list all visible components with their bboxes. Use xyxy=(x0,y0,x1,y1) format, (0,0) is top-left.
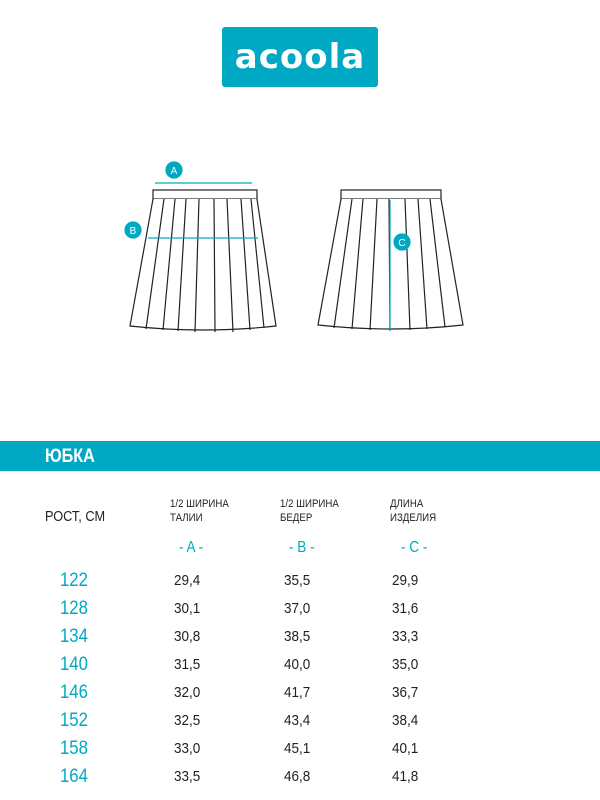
table-row: 134 30,8 38,5 33,3 xyxy=(0,626,600,654)
table-row: 164 33,5 46,8 41,8 xyxy=(0,766,600,794)
header-height: РОСТ, СМ xyxy=(45,508,106,525)
cell-c: 40,1 xyxy=(392,740,419,757)
cell-c: 29,9 xyxy=(392,572,419,589)
measure-c xyxy=(389,200,411,331)
section-title: ЮБКА xyxy=(45,446,95,467)
header-a: 1/2 ШИРИНА ТАЛИИ xyxy=(170,498,229,524)
cell-b: 41,7 xyxy=(284,684,311,701)
code-b: - B - xyxy=(289,539,315,556)
measure-b xyxy=(124,221,258,239)
table-row: 158 33,0 45,1 40,1 xyxy=(0,738,600,766)
cell-height: 164 xyxy=(60,766,88,787)
code-a: - A - xyxy=(179,539,204,556)
marker-c: C xyxy=(398,238,405,249)
cell-height: 140 xyxy=(60,654,88,675)
cell-c: 38,4 xyxy=(392,712,419,729)
marker-b: B xyxy=(130,226,137,237)
cell-a: 33,5 xyxy=(174,768,201,785)
brand-logo: acoola xyxy=(222,27,378,87)
cell-c: 33,3 xyxy=(392,628,419,645)
cell-b: 35,5 xyxy=(284,572,311,589)
cell-a: 31,5 xyxy=(174,656,201,673)
cell-c: 36,7 xyxy=(392,684,419,701)
cell-height: 128 xyxy=(60,598,88,619)
skirt-diagram: A B C xyxy=(124,161,464,333)
header-c: ДЛИНА ИЗДЕЛИЯ xyxy=(390,498,437,524)
logo-text: acoola xyxy=(234,37,366,77)
table-row: 140 31,5 40,0 35,0 xyxy=(0,654,600,682)
cell-c: 31,6 xyxy=(392,600,419,617)
cell-b: 37,0 xyxy=(284,600,311,617)
measure-a xyxy=(155,161,252,184)
marker-a: A xyxy=(171,166,178,177)
table-row: 146 32,0 41,7 36,7 xyxy=(0,682,600,710)
cell-a: 32,0 xyxy=(174,684,201,701)
cell-b: 45,1 xyxy=(284,740,311,757)
cell-a: 30,8 xyxy=(174,628,201,645)
cell-b: 38,5 xyxy=(284,628,311,645)
skirt-front xyxy=(129,189,277,333)
cell-b: 40,0 xyxy=(284,656,311,673)
section-header: ЮБКА xyxy=(0,441,600,471)
cell-a: 30,1 xyxy=(174,600,201,617)
header-b: 1/2 ШИРИНА БЕДЕР xyxy=(280,498,339,524)
cell-height: 152 xyxy=(60,710,88,731)
cell-height: 134 xyxy=(60,626,88,647)
table-row: 128 30,1 37,0 31,6 xyxy=(0,598,600,626)
cell-height: 158 xyxy=(60,738,88,759)
cell-c: 41,8 xyxy=(392,768,419,785)
cell-height: 122 xyxy=(60,570,88,591)
cell-a: 32,5 xyxy=(174,712,201,729)
cell-height: 146 xyxy=(60,682,88,703)
table-row: 122 29,4 35,5 29,9 xyxy=(0,570,600,598)
table-row: 152 32,5 43,4 38,4 xyxy=(0,710,600,738)
cell-a: 29,4 xyxy=(174,572,201,589)
cell-b: 46,8 xyxy=(284,768,311,785)
cell-a: 33,0 xyxy=(174,740,201,757)
code-c: - C - xyxy=(401,539,428,556)
cell-c: 35,0 xyxy=(392,656,419,673)
cell-b: 43,4 xyxy=(284,712,311,729)
